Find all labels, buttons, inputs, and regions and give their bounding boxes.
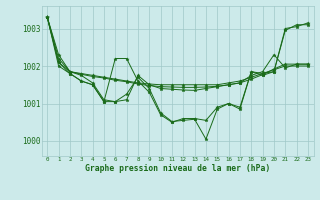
X-axis label: Graphe pression niveau de la mer (hPa): Graphe pression niveau de la mer (hPa) [85,164,270,173]
